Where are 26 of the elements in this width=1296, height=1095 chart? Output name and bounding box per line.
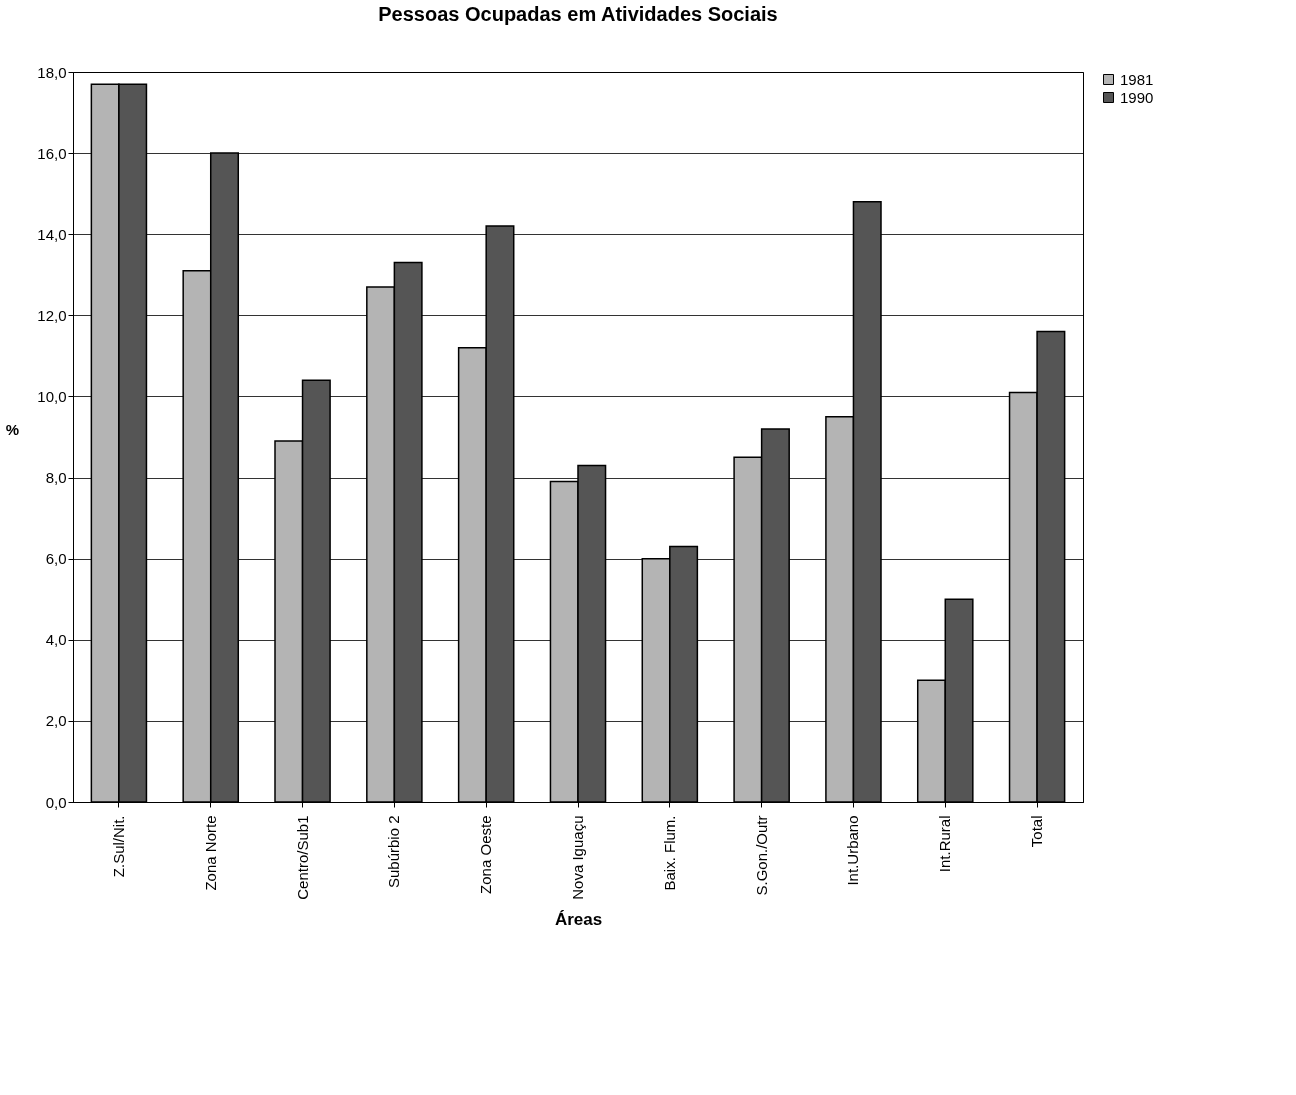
x-tick-label: Baix. Flum. [660, 815, 678, 891]
chart-title: Pessoas Ocupadas em Atividades Sociais [378, 3, 778, 25]
x-tick-label: Int.Rural [936, 815, 954, 873]
y-tick-label: 8,0 [45, 469, 67, 487]
y-tick-label: 14,0 [37, 225, 67, 243]
x-tick-label: Zona Oeste [477, 815, 495, 894]
x-tick-label: Centro/Sub1 [293, 815, 311, 900]
y-tick-label: 6,0 [45, 550, 67, 568]
y-tick-label: 2,0 [45, 712, 67, 730]
y-tick-label: 12,0 [37, 306, 67, 324]
x-tick-label: S.Gon./Outr [752, 815, 770, 896]
legend-label: 1990 [1120, 88, 1154, 106]
x-axis-title: Áreas [554, 909, 603, 929]
y-tick-label: 4,0 [45, 631, 67, 649]
x-tick-label: Int.Urbano [844, 815, 862, 886]
legend-label: 1981 [1120, 70, 1154, 88]
x-tick-label: Total [1028, 815, 1046, 848]
y-tick-label: 18,0 [37, 63, 67, 81]
x-tick-label: Nova Iguaçu [569, 815, 586, 900]
y-tick-label: 10,0 [37, 387, 67, 405]
y-axis-title: % [5, 420, 19, 438]
y-tick-label: 16,0 [37, 144, 67, 162]
y-tick-label: 0,0 [45, 793, 67, 811]
x-tick-label: Zona Norte [201, 815, 219, 891]
x-tick-label: Z.Sul/Nit. [109, 815, 127, 878]
x-tick-label: Subúrbio 2 [385, 815, 403, 889]
